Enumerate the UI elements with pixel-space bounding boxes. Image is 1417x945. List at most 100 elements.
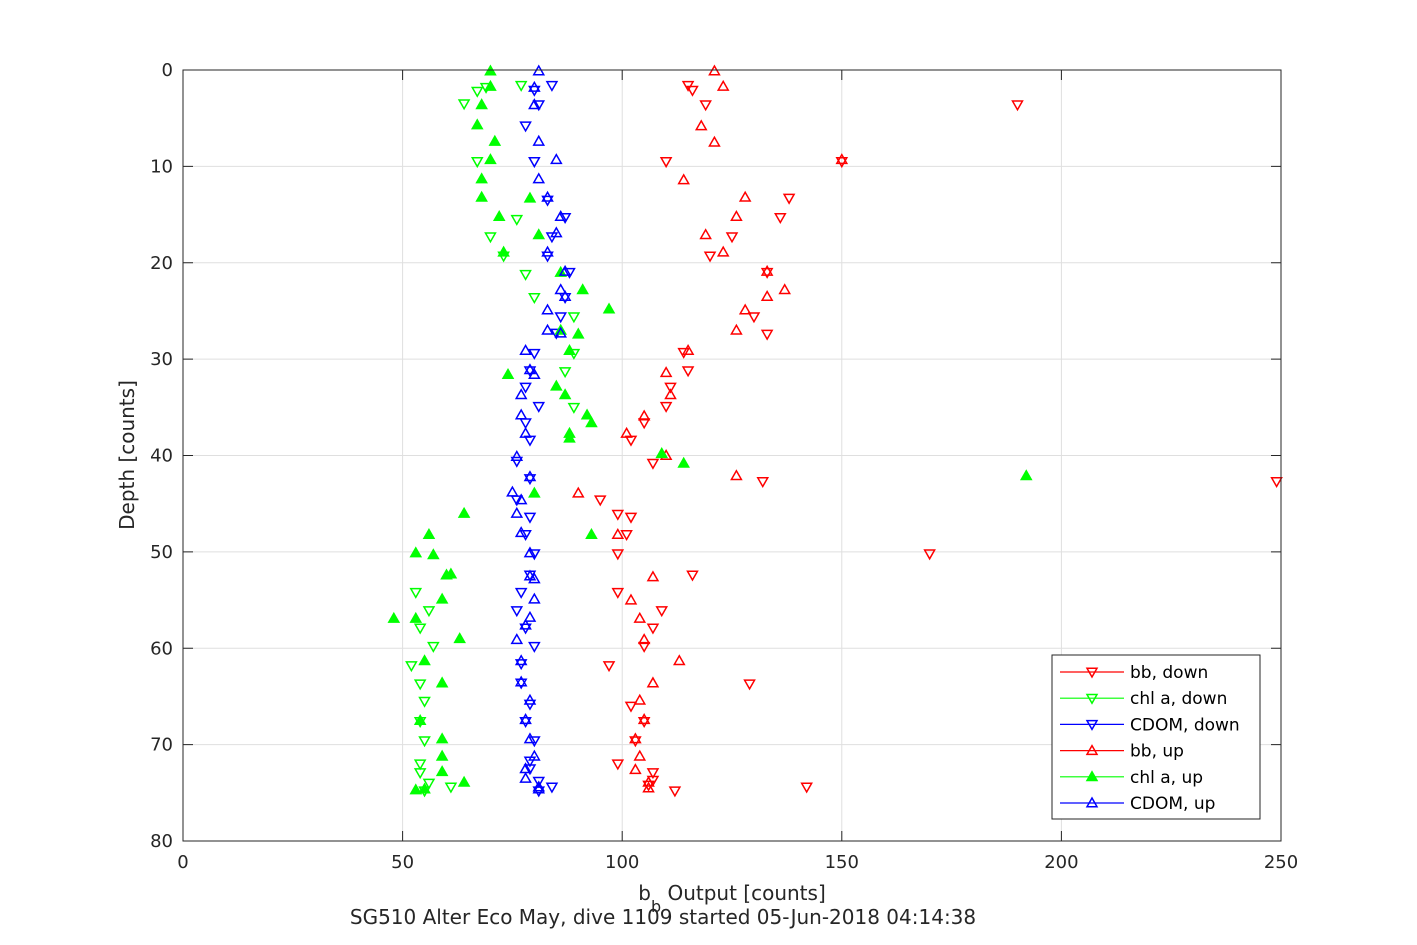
data-point [528, 641, 541, 653]
data-point [664, 388, 677, 400]
data-point [646, 623, 660, 635]
data-point [1011, 100, 1024, 112]
y-tick-label: 20 [150, 253, 173, 274]
y-tick-label: 10 [150, 156, 173, 177]
data-point [418, 782, 431, 794]
data-point [563, 267, 576, 279]
data-point [532, 782, 546, 794]
data-point [659, 401, 673, 413]
data-point [550, 153, 563, 165]
x-axis-label: bb Output [counts] [638, 881, 826, 916]
data-point [655, 606, 669, 618]
data-point [413, 768, 427, 780]
data-point [668, 786, 682, 798]
data-point [510, 449, 524, 461]
data-point [760, 329, 774, 341]
data-point [624, 701, 638, 713]
data-point [703, 251, 717, 263]
data-point [637, 713, 651, 725]
data-point [774, 212, 787, 224]
data-point [611, 587, 625, 599]
data-point [409, 546, 423, 558]
data-point [413, 759, 427, 771]
data-point [756, 477, 770, 489]
data-point [519, 771, 532, 783]
data-point [528, 736, 541, 748]
y-tick-label: 70 [150, 735, 173, 756]
data-point [646, 768, 660, 780]
data-point [738, 303, 752, 315]
data-point [738, 190, 752, 202]
data-point [716, 245, 730, 257]
data-point [506, 485, 519, 497]
y-axis-label: Depth [counts] [115, 380, 139, 530]
data-point [523, 191, 537, 203]
data-point [593, 495, 607, 507]
data-point [510, 606, 524, 618]
data-point [545, 782, 559, 794]
data-point [457, 506, 471, 518]
data-point [501, 368, 515, 380]
data-point [637, 633, 651, 645]
data-point [528, 486, 541, 498]
data-point [611, 549, 625, 561]
data-point [646, 570, 660, 582]
data-point [510, 214, 524, 226]
data-point [681, 343, 695, 355]
data-point [532, 401, 546, 413]
data-point [523, 732, 537, 744]
data-point [523, 366, 537, 378]
data-point [725, 232, 739, 244]
data-point [444, 567, 458, 579]
data-point [629, 732, 642, 744]
data-point [567, 402, 581, 414]
data-point [637, 641, 651, 653]
data-point [655, 447, 669, 459]
data-point [418, 696, 431, 708]
series-5 [506, 64, 572, 794]
data-point [620, 426, 633, 438]
data-point [563, 431, 576, 443]
data-point [637, 716, 651, 729]
data-point [602, 661, 616, 673]
data-point [484, 79, 497, 91]
y-tick-label: 30 [150, 349, 173, 370]
data-point [782, 193, 796, 205]
data-point [642, 781, 655, 793]
data-point [457, 775, 471, 787]
data-point [409, 587, 423, 599]
data-point [528, 592, 541, 604]
ticks: 0 50 100 150 200 250 0 10 20 30 40 50 60 70 80 [150, 60, 1298, 873]
data-point [519, 618, 532, 630]
data-point [541, 303, 554, 315]
data-point [488, 134, 502, 146]
y-tick-label: 0 [162, 60, 173, 81]
caption: SG510 Alter Eco May, dive 1109 started 0… [350, 905, 976, 929]
y-tick-label: 60 [150, 638, 173, 659]
data-point [800, 782, 813, 794]
data-point [514, 388, 528, 400]
data-point [475, 98, 488, 110]
data-point [435, 592, 449, 604]
data-point [550, 226, 563, 238]
legend-marker [1085, 744, 1099, 756]
data-point [519, 716, 532, 729]
data-point [554, 312, 568, 324]
data-point [418, 654, 431, 666]
legend-marker [1085, 796, 1099, 808]
data-point [760, 267, 774, 279]
data-point [558, 367, 572, 379]
data-point [519, 713, 532, 725]
data-point [694, 119, 708, 131]
data-point [747, 312, 761, 324]
data-point [677, 456, 690, 468]
data-point [532, 228, 546, 240]
data-point [708, 135, 721, 147]
x-tick-label: 150 [825, 852, 859, 873]
data-point [413, 623, 427, 635]
data-point [532, 780, 546, 792]
legend-label: CDOM, down [1130, 715, 1240, 735]
data-point [760, 289, 774, 301]
data-point [427, 548, 440, 560]
data-point [730, 209, 743, 221]
